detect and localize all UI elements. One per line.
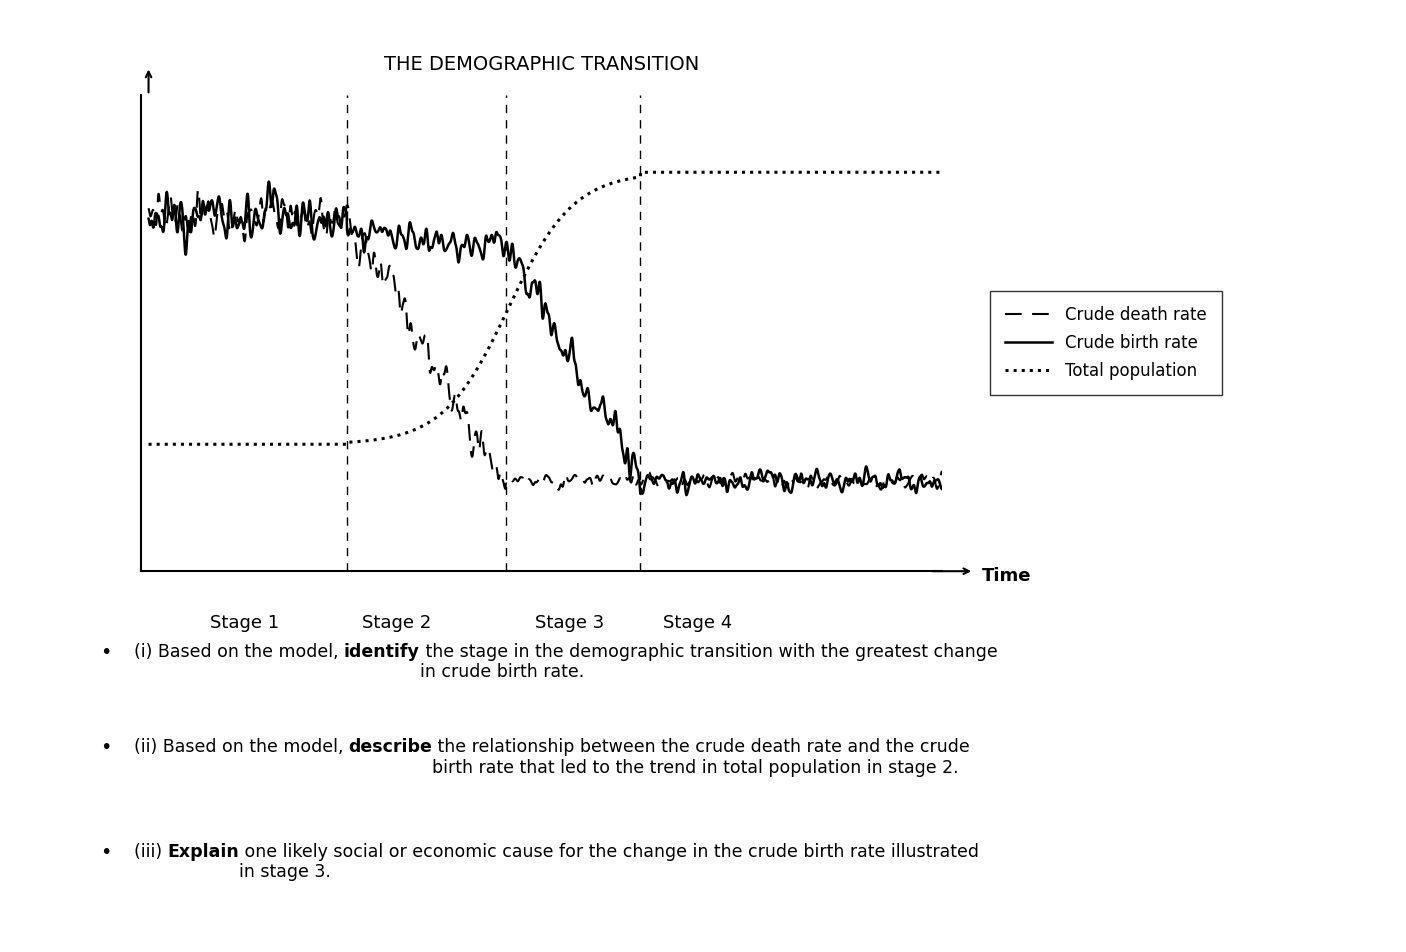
Legend: Crude death rate, Crude birth rate, Total population: Crude death rate, Crude birth rate, Tota…	[990, 290, 1222, 395]
Text: •: •	[100, 843, 111, 862]
Text: the stage in the demographic transition with the greatest change
in crude birth : the stage in the demographic transition …	[419, 643, 997, 682]
Text: (ii) Based on the model,: (ii) Based on the model,	[134, 738, 349, 756]
Text: identify: identify	[343, 643, 419, 661]
Text: Stage 3: Stage 3	[534, 614, 605, 632]
Text: Time: Time	[981, 567, 1032, 585]
Text: the relationship between the crude death rate and the crude
birth rate that led : the relationship between the crude death…	[433, 738, 970, 777]
Title: THE DEMOGRAPHIC TRANSITION: THE DEMOGRAPHIC TRANSITION	[384, 55, 699, 74]
Text: describe: describe	[349, 738, 433, 756]
Text: •: •	[100, 643, 111, 662]
Text: Stage 1: Stage 1	[211, 614, 280, 632]
Text: Explain: Explain	[167, 843, 239, 861]
Text: (iii): (iii)	[134, 843, 167, 861]
Text: one likely social or economic cause for the change in the crude birth rate illus: one likely social or economic cause for …	[239, 843, 979, 882]
Text: (i) Based on the model,: (i) Based on the model,	[134, 643, 343, 661]
Text: •: •	[100, 738, 111, 757]
Text: Stage 2: Stage 2	[363, 614, 432, 632]
Text: Stage 4: Stage 4	[664, 614, 733, 632]
